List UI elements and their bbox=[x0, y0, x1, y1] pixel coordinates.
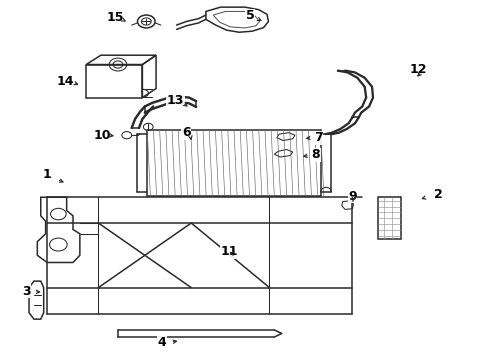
Text: 15: 15 bbox=[107, 12, 124, 24]
Text: 6: 6 bbox=[182, 126, 191, 139]
Text: 12: 12 bbox=[410, 63, 427, 76]
Text: 14: 14 bbox=[56, 75, 74, 88]
Text: 9: 9 bbox=[348, 190, 357, 203]
Text: 5: 5 bbox=[245, 9, 254, 22]
Text: 7: 7 bbox=[314, 131, 323, 144]
Text: 3: 3 bbox=[22, 285, 30, 298]
Text: 10: 10 bbox=[94, 129, 111, 142]
Text: 1: 1 bbox=[43, 168, 51, 181]
Text: 13: 13 bbox=[167, 94, 184, 107]
Text: 2: 2 bbox=[434, 188, 442, 201]
Text: 11: 11 bbox=[220, 245, 238, 258]
Text: 8: 8 bbox=[312, 148, 320, 161]
Text: 4: 4 bbox=[158, 336, 166, 348]
